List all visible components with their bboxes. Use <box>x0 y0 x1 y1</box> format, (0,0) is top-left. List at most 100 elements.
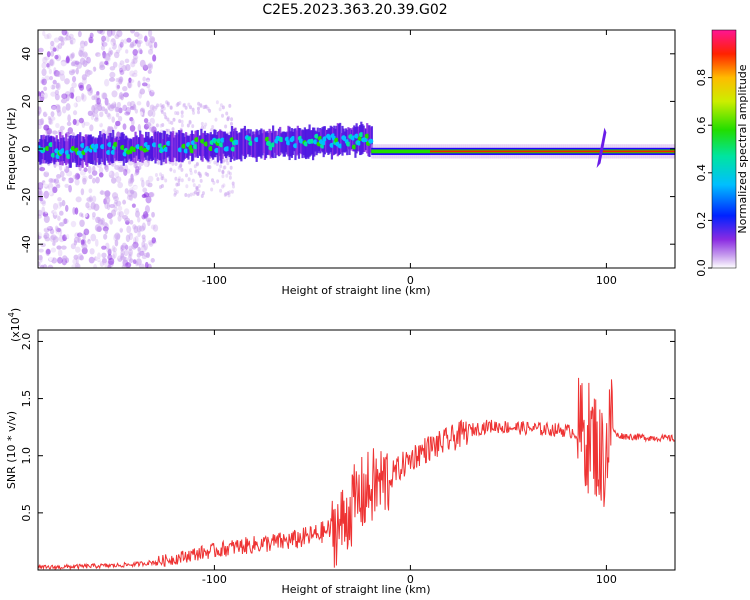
noise-cell <box>41 68 47 77</box>
noise-cell <box>156 177 160 182</box>
tone-flare <box>596 127 607 169</box>
noise-cell <box>122 123 127 130</box>
noise-cell <box>123 208 130 216</box>
band-cell <box>307 128 310 159</box>
noise-cell <box>66 121 72 127</box>
noise-cell <box>119 182 126 190</box>
noise-cell <box>103 233 108 240</box>
noise-cell <box>81 175 88 183</box>
noise-cell <box>52 47 57 52</box>
noise-cell <box>44 208 49 214</box>
band-cell <box>252 131 255 158</box>
noise-cell <box>211 125 215 130</box>
noise-cell <box>122 92 129 98</box>
colorbar-tick-label: 0.2 <box>695 212 708 230</box>
noise-cell <box>131 79 136 88</box>
noise-cell <box>100 217 105 226</box>
noise-cell <box>201 191 205 196</box>
noise-cell <box>118 210 124 218</box>
noise-cell <box>143 179 149 187</box>
noise-cell <box>156 103 160 108</box>
x-tick-label: 0 <box>407 573 414 586</box>
noise-cell <box>39 265 45 268</box>
noise-cell <box>74 60 80 65</box>
noise-cell <box>149 132 155 137</box>
noise-cell <box>223 193 227 198</box>
band-cell <box>254 131 257 159</box>
band-cell <box>247 128 250 155</box>
noise-cell <box>145 217 152 222</box>
noise-cell <box>129 124 136 132</box>
band-cell <box>149 137 152 159</box>
noise-cell <box>122 104 128 112</box>
noise-cell <box>54 103 61 110</box>
band-cell <box>224 133 228 159</box>
band-cell <box>176 134 179 161</box>
noise-cell <box>106 55 111 62</box>
noise-cell <box>96 91 100 96</box>
noise-cell <box>73 102 78 108</box>
noise-cell <box>104 227 109 235</box>
noise-cell <box>89 32 94 39</box>
noise-cell <box>147 178 153 183</box>
noise-cell <box>101 245 107 250</box>
noise-cell <box>150 85 157 93</box>
noise-cell <box>210 187 214 192</box>
noise-cell <box>117 224 124 230</box>
noise-cell <box>123 38 128 44</box>
noise-cell <box>111 192 119 199</box>
band-peak <box>368 138 374 144</box>
band-cell <box>264 132 268 159</box>
noise-cell <box>117 260 123 268</box>
noise-cell <box>121 242 127 248</box>
noise-cell <box>40 220 46 228</box>
noise-cell <box>99 30 105 35</box>
noise-cell <box>56 231 61 237</box>
noise-cell <box>147 109 153 117</box>
noise-cell <box>148 40 153 49</box>
noise-cell <box>76 94 82 103</box>
noise-cell <box>221 169 225 174</box>
noise-cell <box>61 30 67 36</box>
noise-cell <box>113 202 118 208</box>
noise-cell <box>86 197 92 202</box>
noise-cell <box>50 178 57 183</box>
noise-cell <box>86 83 92 92</box>
colorbar-label: Normalized spectral amplitude <box>736 64 749 233</box>
colorbar-frame <box>711 29 737 269</box>
noise-cell <box>174 176 178 181</box>
noise-cell <box>213 160 217 165</box>
band-cell <box>272 125 275 159</box>
noise-cell <box>142 76 146 82</box>
band-cell <box>216 131 219 163</box>
colorbar-ticks: 0.0 0.2 0.4 0.6 0.8 <box>695 69 712 277</box>
noise-cell <box>107 264 112 268</box>
band-cell <box>237 132 241 160</box>
noise-cell <box>160 105 164 110</box>
band-cell <box>242 128 245 156</box>
noise-cell <box>57 197 62 202</box>
noise-cell <box>116 101 121 108</box>
noise-cell <box>61 93 68 100</box>
noise-cell <box>56 245 62 250</box>
band-cell <box>173 137 176 158</box>
noise-cell <box>138 91 143 99</box>
y-tick-label: 1.0 <box>20 447 33 465</box>
noise-cell <box>141 222 146 231</box>
noise-cell <box>141 179 145 188</box>
noise-cell <box>154 173 158 178</box>
noise-cell <box>61 106 67 114</box>
noise-cell <box>59 201 63 207</box>
noise-cell <box>73 254 79 260</box>
y-tick-label: 20 <box>20 94 33 108</box>
noise-cell <box>59 170 65 178</box>
noise-cell <box>56 109 62 117</box>
noise-cell <box>42 56 48 64</box>
noise-cell <box>98 172 104 178</box>
noise-cell <box>46 51 51 58</box>
noise-cell <box>104 60 109 66</box>
noise-cell <box>147 48 154 55</box>
noise-cell <box>133 69 138 75</box>
noise-cell <box>204 171 208 176</box>
noise-cell <box>98 167 104 174</box>
